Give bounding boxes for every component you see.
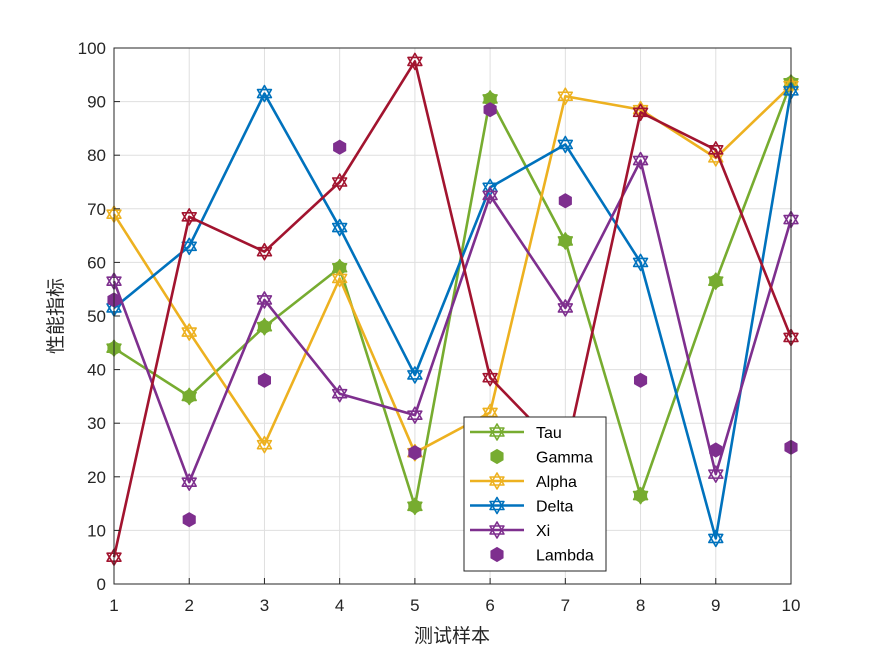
x-axis-label: 测试样本 [414,625,490,647]
y-tick-label: 50 [87,307,106,326]
point-marker [333,260,347,276]
legend-entry: Delta [470,496,573,516]
hexagram-marker [557,299,574,317]
x-tick-label: 6 [485,596,494,615]
hexagram-marker [331,384,348,403]
series-line [112,159,793,484]
hexagram-marker [181,473,197,491]
hexagram-marker [181,208,197,226]
hexagram-marker [482,186,498,205]
y-tick-label: 10 [87,521,106,540]
point-marker [333,139,347,155]
y-axis-label: 性能指标 [45,278,67,354]
legend-label: Tau [536,425,562,442]
hexagram-marker [489,521,505,539]
hexagram-marker [407,52,423,71]
hexagram-marker [181,323,197,341]
x-tick-label: 9 [711,596,720,615]
x-tick-label: 1 [109,596,118,615]
hexagram-marker [407,366,423,384]
hexagram-marker [489,496,505,515]
x-tick-label: 5 [410,596,419,615]
legend-entry: Xi [470,521,550,540]
legend-box [463,416,607,572]
x-tick-label: 3 [260,596,269,615]
hexagram-marker [331,173,348,191]
point-marker [182,512,196,528]
x-tick-label: 7 [561,596,570,615]
point-marker [558,233,572,249]
y-tick-label: 60 [87,253,106,272]
series-line [112,60,793,558]
point-marker [633,372,648,388]
hexagram-marker [482,368,498,387]
point-marker [182,388,196,404]
y-tick-label: 40 [87,361,106,380]
point-marker [633,487,648,504]
legend-entry: Gamma [490,448,593,467]
hexagram-marker [407,406,423,424]
point-marker [408,498,422,514]
hexagram-marker [632,253,649,272]
series-line [113,90,793,540]
hexagram-marker [256,242,273,261]
point-marker [257,319,272,335]
legend: Tau Gamma Alpha Delta Xi Lambda [463,416,607,572]
hexagram-marker [708,529,724,548]
point-marker [490,546,504,563]
hexagram-marker [256,291,273,309]
hexagram-marker [482,403,498,422]
point-marker [257,372,272,388]
hexagram-marker [489,472,505,490]
hexagram-marker [489,423,505,441]
legend-entry: Alpha [470,472,577,491]
hexagram-marker [708,465,724,483]
hexagram-marker [557,135,574,154]
point-marker [483,102,497,118]
hexagram-marker [632,151,649,170]
point-marker [490,448,504,465]
y-tick-label: 30 [87,414,106,433]
hexagram-marker [181,237,197,256]
hexagram-marker [256,84,273,103]
x-tick-label: 2 [184,596,193,615]
x-tick-label: 10 [782,596,801,615]
legend-label: Alpha [536,474,577,491]
hexagram-marker [331,218,348,237]
legend-label: Lambda [536,548,594,565]
y-tick-label: 70 [87,200,106,219]
y-tick-label: 80 [87,146,106,165]
legend-entry: Lambda [490,546,594,565]
hexagram-marker [256,435,273,454]
hexagram-marker [632,103,649,122]
y-tick-label: 20 [87,468,106,487]
point-marker [408,445,422,461]
point-marker [709,442,723,458]
point-marker [709,273,723,289]
legend-label: Delta [536,499,573,516]
legend-label: Xi [536,523,550,540]
y-tick-label: 90 [87,93,106,112]
hexagram-marker [331,269,348,288]
legend-entry: Tau [470,423,562,442]
x-tick-label: 4 [335,596,344,615]
legend-label: Gamma [536,450,593,467]
point-marker [558,193,572,209]
y-tick-label: 0 [97,575,106,594]
x-tick-label: 8 [636,596,645,615]
hexagram-marker [708,141,724,159]
y-tick-label: 100 [78,39,106,58]
hexagram-marker [557,87,574,106]
series-gamma [107,75,798,514]
